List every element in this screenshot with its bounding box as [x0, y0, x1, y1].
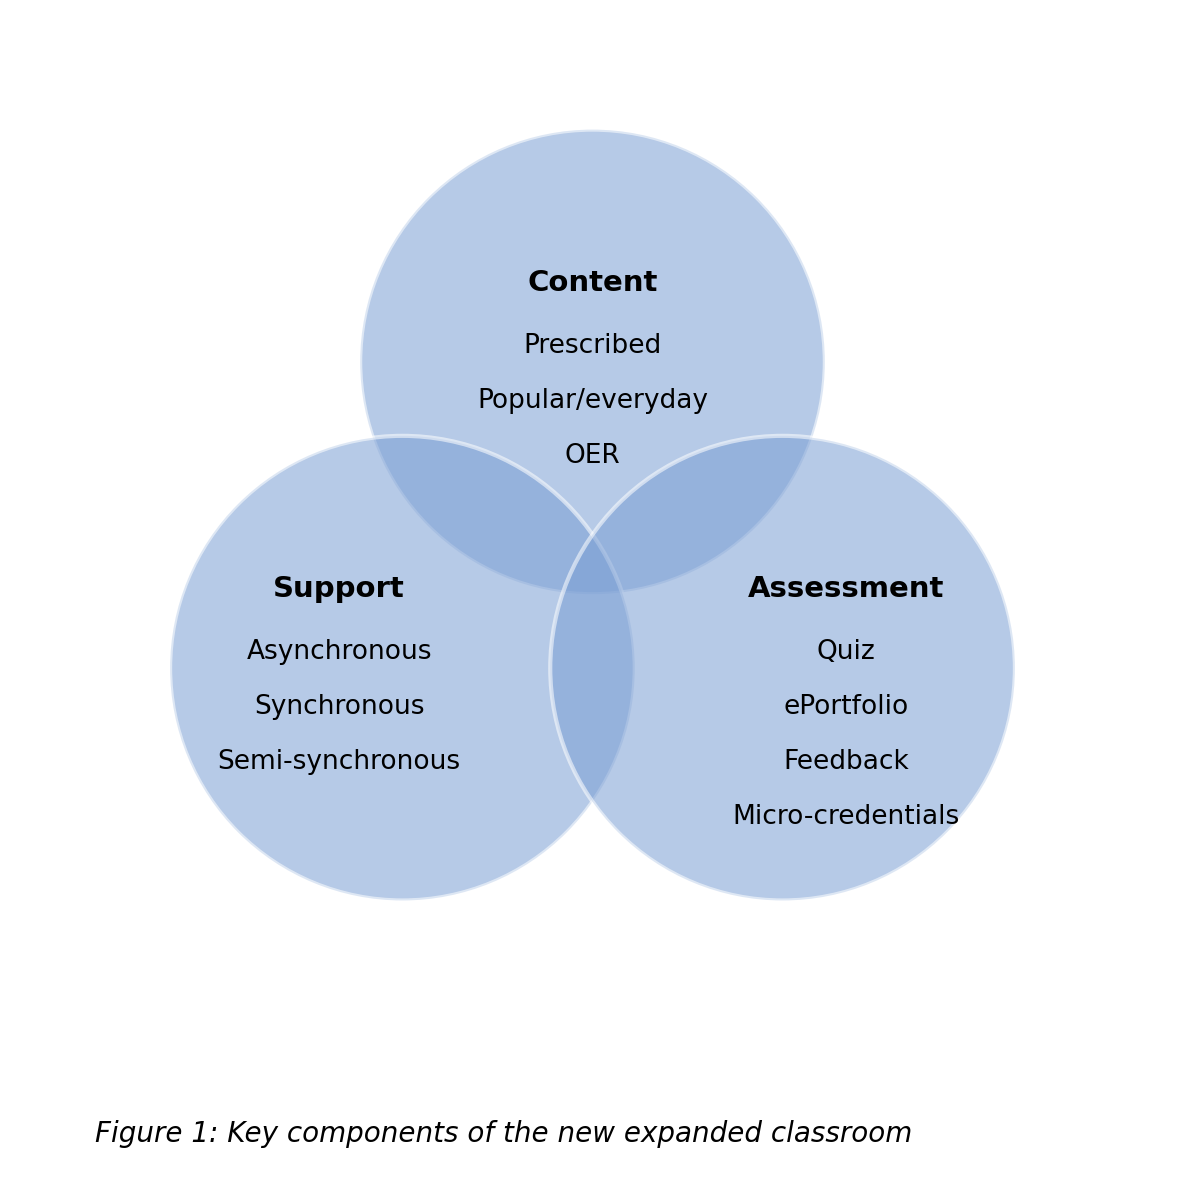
- Text: Semi-synchronous: Semi-synchronous: [218, 749, 461, 775]
- Circle shape: [171, 436, 635, 900]
- Circle shape: [550, 436, 1014, 900]
- Text: ePortfolio: ePortfolio: [783, 695, 909, 720]
- Text: Support: Support: [274, 575, 405, 602]
- Text: OER: OER: [564, 443, 621, 469]
- Text: Quiz: Quiz: [816, 640, 876, 665]
- Text: Micro-credentials: Micro-credentials: [732, 804, 960, 830]
- Text: Figure 1: Key components of the new expanded classroom: Figure 1: Key components of the new expa…: [95, 1120, 912, 1148]
- Text: Synchronous: Synchronous: [254, 695, 424, 720]
- Text: Content: Content: [527, 269, 658, 296]
- Text: Prescribed: Prescribed: [524, 334, 661, 359]
- Text: Assessment: Assessment: [748, 575, 944, 602]
- Circle shape: [360, 130, 825, 594]
- Text: Popular/everyday: Popular/everyday: [478, 388, 707, 414]
- Text: Asynchronous: Asynchronous: [246, 640, 431, 665]
- Text: Feedback: Feedback: [783, 749, 909, 775]
